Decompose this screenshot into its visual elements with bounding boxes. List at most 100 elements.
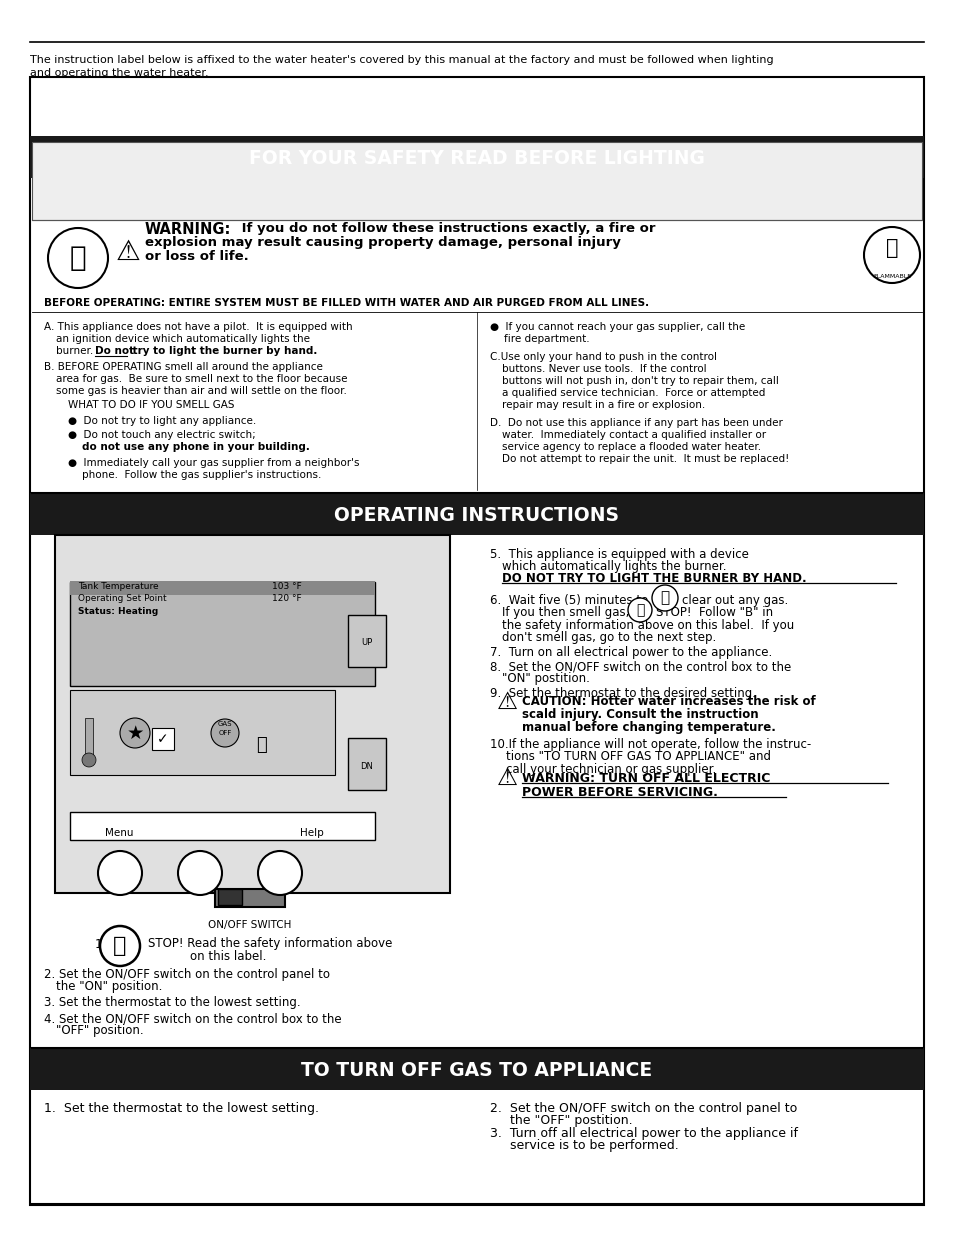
Bar xyxy=(55,535,450,893)
Text: on this label.: on this label. xyxy=(190,950,266,963)
Text: ●  If you cannot reach your gas supplier, call the: ● If you cannot reach your gas supplier,… xyxy=(490,322,744,332)
Circle shape xyxy=(211,719,239,747)
Text: POWER BEFORE SERVICING.: POWER BEFORE SERVICING. xyxy=(521,785,717,799)
Text: CAUTION: Hotter water increases the risk of: CAUTION: Hotter water increases the risk… xyxy=(521,695,815,708)
Text: If you then smell gas,: If you then smell gas, xyxy=(501,606,629,619)
Text: or loss of life.: or loss of life. xyxy=(145,249,249,263)
Text: ★: ★ xyxy=(126,724,144,742)
Text: WARNING:: WARNING: xyxy=(145,222,232,237)
Bar xyxy=(152,727,173,750)
Text: 7.  Turn on all electrical power to the appliance.: 7. Turn on all electrical power to the a… xyxy=(490,646,771,659)
Text: WARNING: TURN OFF ALL ELECTRIC: WARNING: TURN OFF ALL ELECTRIC xyxy=(521,772,770,785)
Text: don't smell gas, go to the next step.: don't smell gas, go to the next step. xyxy=(501,631,716,643)
Bar xyxy=(32,142,921,220)
Text: a qualified service technician.  Force or attempted: a qualified service technician. Force or… xyxy=(501,388,764,398)
Text: Do not: Do not xyxy=(95,346,134,356)
Circle shape xyxy=(863,227,919,283)
Text: TO TURN OFF GAS TO APPLIANCE: TO TURN OFF GAS TO APPLIANCE xyxy=(301,1061,652,1079)
Text: the "ON" position.: the "ON" position. xyxy=(56,981,162,993)
Text: ●  Immediately call your gas supplier from a neighbor's: ● Immediately call your gas supplier fro… xyxy=(68,458,359,468)
Bar xyxy=(30,136,923,178)
Text: which automatically lights the burner.: which automatically lights the burner. xyxy=(501,559,726,573)
Text: 🔥: 🔥 xyxy=(256,736,267,755)
Text: OPERATING INSTRUCTIONS: OPERATING INSTRUCTIONS xyxy=(335,506,618,525)
Text: Help: Help xyxy=(299,827,323,839)
Text: "OFF" position.: "OFF" position. xyxy=(56,1024,144,1037)
Text: FOR YOUR SAFETY READ BEFORE LIGHTING: FOR YOUR SAFETY READ BEFORE LIGHTING xyxy=(249,149,704,168)
Text: 1.  Set the thermostat to the lowest setting.: 1. Set the thermostat to the lowest sett… xyxy=(44,1102,318,1115)
Text: A. This appliance does not have a pilot.  It is equipped with: A. This appliance does not have a pilot.… xyxy=(44,322,353,332)
Text: 1.: 1. xyxy=(95,939,107,951)
Text: ⚠: ⚠ xyxy=(496,766,517,790)
Text: 6.  Wait five (5) minutes to: 6. Wait five (5) minutes to xyxy=(490,594,648,606)
Text: some gas is heavier than air and will settle on the floor.: some gas is heavier than air and will se… xyxy=(56,387,347,396)
Text: B. BEFORE OPERATING smell all around the appliance: B. BEFORE OPERATING smell all around the… xyxy=(44,362,322,372)
Bar xyxy=(70,582,375,685)
Text: ✋: ✋ xyxy=(635,603,643,618)
Text: FLAMMABLE: FLAMMABLE xyxy=(872,274,910,279)
Bar xyxy=(214,889,285,906)
Text: "ON" postition.: "ON" postition. xyxy=(501,672,589,685)
Bar xyxy=(348,739,386,790)
Text: ON/OFF SWITCH: ON/OFF SWITCH xyxy=(208,920,292,930)
Text: clear out any gas.: clear out any gas. xyxy=(681,594,787,606)
Text: try to light the burner by hand.: try to light the burner by hand. xyxy=(129,346,317,356)
Text: ✓: ✓ xyxy=(157,732,169,746)
Text: GAS: GAS xyxy=(217,721,232,727)
Circle shape xyxy=(178,851,222,895)
Text: service agency to replace a flooded water heater.: service agency to replace a flooded wate… xyxy=(501,442,760,452)
Text: BEFORE OPERATING: ENTIRE SYSTEM MUST BE FILLED WITH WATER AND AIR PURGED FROM AL: BEFORE OPERATING: ENTIRE SYSTEM MUST BE … xyxy=(44,298,648,308)
Text: 5.  This appliance is equipped with a device: 5. This appliance is equipped with a dev… xyxy=(490,548,748,561)
Bar xyxy=(70,811,375,840)
Text: scald injury. Consult the instruction: scald injury. Consult the instruction xyxy=(521,708,758,721)
Text: ⚠: ⚠ xyxy=(115,238,140,266)
Bar xyxy=(70,690,335,776)
Text: STOP! Read the safety information above: STOP! Read the safety information above xyxy=(148,937,392,950)
Text: WHAT TO DO IF YOU SMELL GAS: WHAT TO DO IF YOU SMELL GAS xyxy=(68,400,234,410)
Bar xyxy=(348,615,386,667)
Text: 3. Set the thermostat to the lowest setting.: 3. Set the thermostat to the lowest sett… xyxy=(44,995,300,1009)
Text: water.  Immediately contact a qualified installer or: water. Immediately contact a qualified i… xyxy=(501,430,765,440)
Bar xyxy=(70,580,375,595)
Text: UP: UP xyxy=(361,638,373,647)
Text: If you do not follow these instructions exactly, a fire or: If you do not follow these instructions … xyxy=(236,222,655,235)
Text: the "OFF" postition.: the "OFF" postition. xyxy=(490,1114,632,1128)
Bar xyxy=(30,493,923,535)
Text: 2.  Set the ON/OFF switch on the control panel to: 2. Set the ON/OFF switch on the control … xyxy=(490,1102,797,1115)
Text: ✋: ✋ xyxy=(113,936,127,956)
Text: ⚠: ⚠ xyxy=(496,690,517,714)
Circle shape xyxy=(651,585,678,611)
Circle shape xyxy=(120,718,150,748)
Text: 8.  Set the ON/OFF switch on the control box to the: 8. Set the ON/OFF switch on the control … xyxy=(490,659,790,673)
Text: OFF: OFF xyxy=(218,730,232,736)
Text: 4. Set the ON/OFF switch on the control box to the: 4. Set the ON/OFF switch on the control … xyxy=(44,1011,341,1025)
Text: ●  Do not try to light any appliance.: ● Do not try to light any appliance. xyxy=(68,416,256,426)
Circle shape xyxy=(627,598,651,622)
Text: area for gas.  Be sure to smell next to the floor because: area for gas. Be sure to smell next to t… xyxy=(56,374,347,384)
Text: D.  Do not use this appliance if any part has been under: D. Do not use this appliance if any part… xyxy=(490,417,782,429)
Text: buttons. Never use tools.  If the control: buttons. Never use tools. If the control xyxy=(501,364,706,374)
Circle shape xyxy=(98,851,142,895)
Text: service is to be performed.: service is to be performed. xyxy=(490,1139,678,1152)
Text: The instruction label below is affixed to the water heater's covered by this man: The instruction label below is affixed t… xyxy=(30,56,773,65)
Text: Operating Set Point: Operating Set Point xyxy=(78,594,167,603)
Text: repair may result in a fire or explosion.: repair may result in a fire or explosion… xyxy=(501,400,704,410)
Text: Tank Temperature: Tank Temperature xyxy=(78,582,158,592)
Circle shape xyxy=(48,228,108,288)
Text: do not use any phone in your building.: do not use any phone in your building. xyxy=(82,442,310,452)
Text: Menu: Menu xyxy=(105,827,133,839)
Bar xyxy=(218,889,242,905)
Text: explosion may result causing property damage, personal injury: explosion may result causing property da… xyxy=(145,236,620,249)
Text: ✋: ✋ xyxy=(70,245,86,272)
Text: fire department.: fire department. xyxy=(503,333,589,345)
Text: an ignition device which automatically lights the: an ignition device which automatically l… xyxy=(56,333,310,345)
Text: and operating the water heater.: and operating the water heater. xyxy=(30,68,209,78)
Bar xyxy=(30,1049,923,1091)
Text: ✋: ✋ xyxy=(659,590,669,605)
Text: C.Use only your hand to push in the control: C.Use only your hand to push in the cont… xyxy=(490,352,717,362)
Text: phone.  Follow the gas supplier's instructions.: phone. Follow the gas supplier's instruc… xyxy=(82,471,321,480)
Text: the safety information above on this label.  If you: the safety information above on this lab… xyxy=(501,619,794,632)
Text: call your technician or gas supplier.: call your technician or gas supplier. xyxy=(505,763,716,776)
Text: 🔥: 🔥 xyxy=(884,238,898,258)
Circle shape xyxy=(257,851,302,895)
